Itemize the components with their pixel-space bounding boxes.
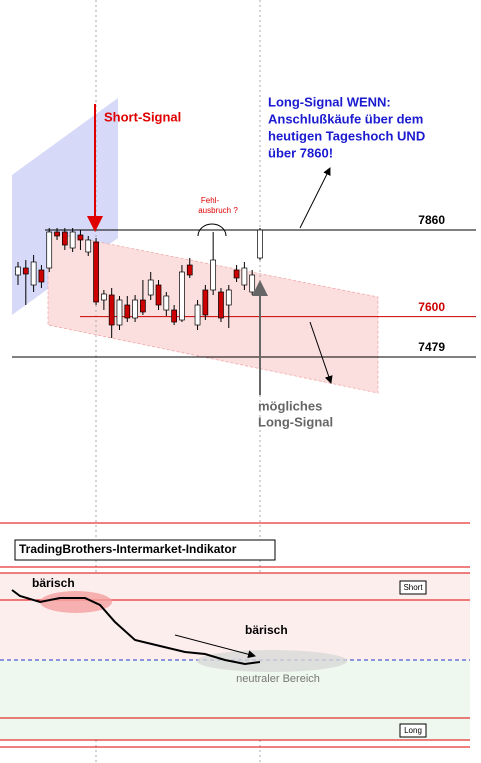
candle-body — [54, 231, 60, 237]
bear-channel-blue — [12, 98, 118, 315]
candle-body — [101, 293, 107, 301]
candle-body — [241, 267, 248, 286]
candle-body — [179, 271, 185, 321]
level-label: 7600 — [418, 300, 445, 314]
candle-body — [163, 295, 170, 311]
level-label: 7479 — [418, 340, 445, 354]
candle-body — [218, 291, 224, 319]
candle-body — [85, 239, 92, 253]
arrow — [309, 321, 333, 384]
candle-body — [132, 299, 138, 319]
candle-body — [124, 304, 131, 319]
candle-body — [140, 299, 146, 313]
short-label: Short — [403, 583, 423, 592]
candle-body — [69, 231, 76, 249]
long-box — [399, 723, 427, 738]
long-signal-text: heutigen Tageshoch UND — [268, 128, 425, 143]
bearish-label: bärisch — [32, 576, 75, 590]
long-signal-text: über 7860! — [268, 145, 333, 160]
false-breakout: ausbruch ? — [198, 206, 238, 215]
panel-title-box — [14, 539, 276, 561]
short-signal: Short-Signal — [104, 109, 181, 124]
candle-body — [202, 289, 209, 316]
long-signal-text: Anschlußkäufe über dem — [268, 111, 423, 126]
candle-body — [61, 231, 68, 246]
bull-zone — [0, 660, 470, 740]
neutral-highlight — [197, 650, 347, 672]
candle-body — [225, 289, 232, 306]
candle-body — [257, 229, 263, 259]
candle-body — [93, 241, 99, 303]
candle-body — [22, 267, 29, 275]
candle-body — [15, 266, 21, 276]
candle-body — [46, 231, 53, 269]
candle-body — [155, 284, 162, 306]
short-box — [399, 580, 427, 595]
bear-highlight — [40, 591, 112, 613]
candle-body — [38, 269, 45, 283]
candle-body — [108, 294, 115, 326]
arrow — [299, 167, 331, 229]
bear-channel-red — [47, 231, 379, 394]
bearish-label: bärisch — [245, 623, 288, 637]
bear-zone — [0, 573, 470, 660]
possible-long: mögliches — [258, 398, 322, 413]
arrow — [174, 634, 256, 659]
possible-long: Long-Signal — [258, 414, 333, 429]
panel-title: TradingBrothers-Intermarket-Indikator — [19, 542, 237, 556]
candle-body — [30, 261, 37, 286]
candle-body — [116, 299, 123, 326]
level-label: 7860 — [418, 213, 445, 227]
neutral-label: neutraler Bereich — [236, 673, 320, 685]
candle-body — [233, 269, 240, 279]
breakout-arc — [197, 223, 227, 237]
candle-body — [77, 234, 84, 241]
candle-body — [147, 279, 154, 296]
long-signal-text: Long-Signal WENN: — [268, 94, 391, 109]
candle-body — [249, 274, 256, 293]
candle-body — [210, 259, 217, 291]
long-label: Long — [404, 726, 422, 735]
indicator-line — [11, 589, 261, 666]
candle-body — [186, 264, 193, 276]
false-breakout: Fehl- — [201, 196, 220, 205]
candle-body — [194, 304, 201, 326]
candle-body — [171, 309, 177, 323]
candles — [15, 228, 263, 338]
